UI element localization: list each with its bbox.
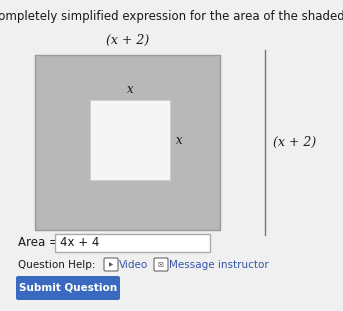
Text: 4x + 4: 4x + 4 (60, 236, 99, 249)
Text: (x + 2): (x + 2) (106, 34, 149, 47)
Text: Area =: Area = (18, 236, 59, 249)
Text: Question Help:: Question Help: (18, 260, 95, 270)
Text: Find a completely simplified expression for the area of the shaded region.: Find a completely simplified expression … (0, 10, 343, 23)
Text: Video: Video (119, 260, 148, 270)
Bar (35, 55, 220, 230)
FancyBboxPatch shape (154, 258, 168, 271)
Text: Message instructor: Message instructor (169, 260, 269, 270)
Text: (x + 2): (x + 2) (273, 136, 316, 149)
Text: Submit Question: Submit Question (19, 283, 117, 293)
Text: x: x (176, 133, 182, 146)
Text: ▶: ▶ (109, 262, 113, 267)
Text: ✉: ✉ (158, 262, 164, 268)
Text: x: x (127, 83, 133, 96)
FancyBboxPatch shape (16, 276, 120, 300)
Bar (55, 234, 210, 252)
FancyBboxPatch shape (104, 258, 118, 271)
Bar (90, 100, 170, 180)
